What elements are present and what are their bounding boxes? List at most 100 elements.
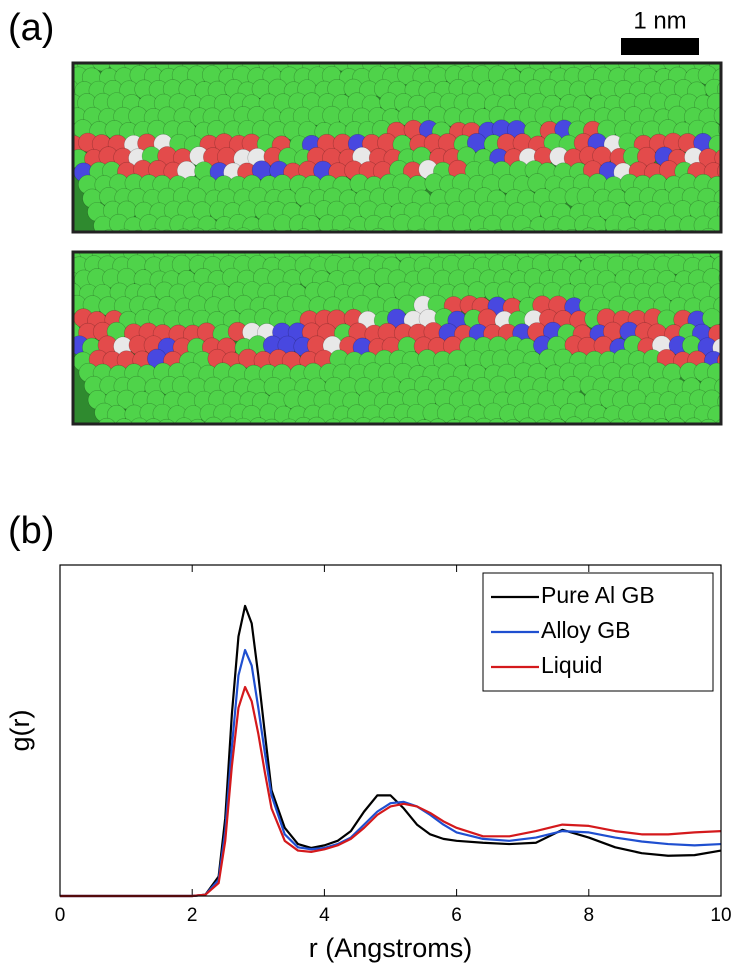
- atom: [282, 39, 301, 58]
- atom: [729, 418, 738, 437]
- atom: [192, 40, 211, 59]
- x-axis-label: r (Angstroms): [309, 933, 473, 963]
- atom: [354, 417, 373, 424]
- x-tick-label: 2: [187, 905, 198, 926]
- atom: [458, 416, 478, 424]
- atom-image: [30, 228, 738, 437]
- atom: [494, 39, 513, 58]
- atom: [732, 41, 738, 60]
- atom: [419, 41, 438, 60]
- y-axis-label: g(r): [5, 710, 35, 752]
- atom: [180, 41, 199, 60]
- atom: [54, 257, 73, 276]
- image-frame: [71, 61, 723, 234]
- atom: [298, 39, 317, 58]
- atom: [723, 323, 738, 342]
- panel-label: (b): [8, 510, 54, 552]
- atom: [104, 40, 123, 59]
- atom: [294, 416, 313, 424]
- chart: 0 2 4 6 8 10 r (Angstroms) g(r) Pure Al GB Alloy …: [5, 564, 732, 963]
- atom: [53, 296, 72, 315]
- atom: [518, 417, 537, 424]
- atom: [732, 349, 738, 368]
- atom: [398, 416, 418, 424]
- atom: [570, 40, 589, 59]
- atom: [729, 296, 738, 315]
- atom: [478, 40, 497, 59]
- atom: [174, 417, 194, 424]
- data-line: [60, 604, 722, 898]
- scale-bar-label: 1 nm: [633, 7, 686, 34]
- atom: [564, 416, 584, 424]
- atom: [359, 40, 378, 59]
- atom: [30, 230, 49, 249]
- atom: [525, 40, 544, 59]
- scale-bar: [621, 38, 699, 55]
- atom: [718, 40, 737, 59]
- atom: [723, 93, 738, 112]
- atom: [338, 417, 357, 424]
- atom: [189, 418, 207, 424]
- atom: [609, 418, 627, 424]
- atom: [253, 40, 272, 59]
- atom: [149, 39, 168, 58]
- atom: [210, 41, 229, 60]
- atom: [723, 284, 738, 303]
- atom: [373, 39, 392, 58]
- atom: [704, 39, 723, 58]
- atom: [652, 418, 671, 424]
- atom: [732, 163, 738, 182]
- atom: [38, 68, 57, 87]
- atom: [599, 40, 618, 59]
- atom: [723, 215, 738, 234]
- legend-label: Liquid: [541, 652, 602, 678]
- legend-label: Pure Al GB: [541, 582, 655, 608]
- atom: [342, 39, 361, 58]
- atom: [584, 39, 603, 58]
- atom: [73, 41, 92, 60]
- atom: [315, 40, 334, 59]
- atom: [684, 417, 703, 424]
- legend-label: Alloy GB: [541, 617, 630, 643]
- atom: [729, 256, 738, 275]
- atom: [734, 201, 738, 220]
- data-line: [60, 685, 722, 898]
- atom: [707, 215, 721, 232]
- atom: [734, 228, 738, 247]
- atom: [224, 40, 243, 59]
- atom: [48, 93, 67, 112]
- atom: [448, 39, 467, 58]
- atom: [219, 416, 239, 424]
- atom: [40, 255, 59, 274]
- atom: [734, 120, 738, 139]
- atom: [49, 242, 68, 261]
- atom: [592, 417, 612, 424]
- atom: [115, 418, 134, 424]
- atom: [158, 418, 176, 424]
- atom: [53, 66, 72, 85]
- atom: [510, 40, 529, 59]
- atom: [35, 55, 54, 74]
- atom: [263, 418, 281, 424]
- atom: [724, 52, 738, 71]
- x-tick-label: 0: [55, 905, 66, 926]
- atom: [714, 148, 721, 168]
- atom: [714, 418, 721, 424]
- atom: [699, 418, 718, 424]
- atom: [73, 113, 74, 123]
- atom: [734, 390, 738, 409]
- atom: [403, 40, 422, 59]
- atom: [203, 416, 223, 424]
- atom: [434, 39, 453, 58]
- atom: [724, 176, 738, 195]
- atom: [580, 417, 599, 424]
- atom: [270, 39, 289, 58]
- atom: [723, 242, 738, 261]
- atom: [729, 378, 738, 397]
- atom: [33, 242, 52, 261]
- atom: [307, 416, 327, 424]
- atom: [367, 416, 387, 424]
- x-tick-label: 4: [319, 905, 330, 926]
